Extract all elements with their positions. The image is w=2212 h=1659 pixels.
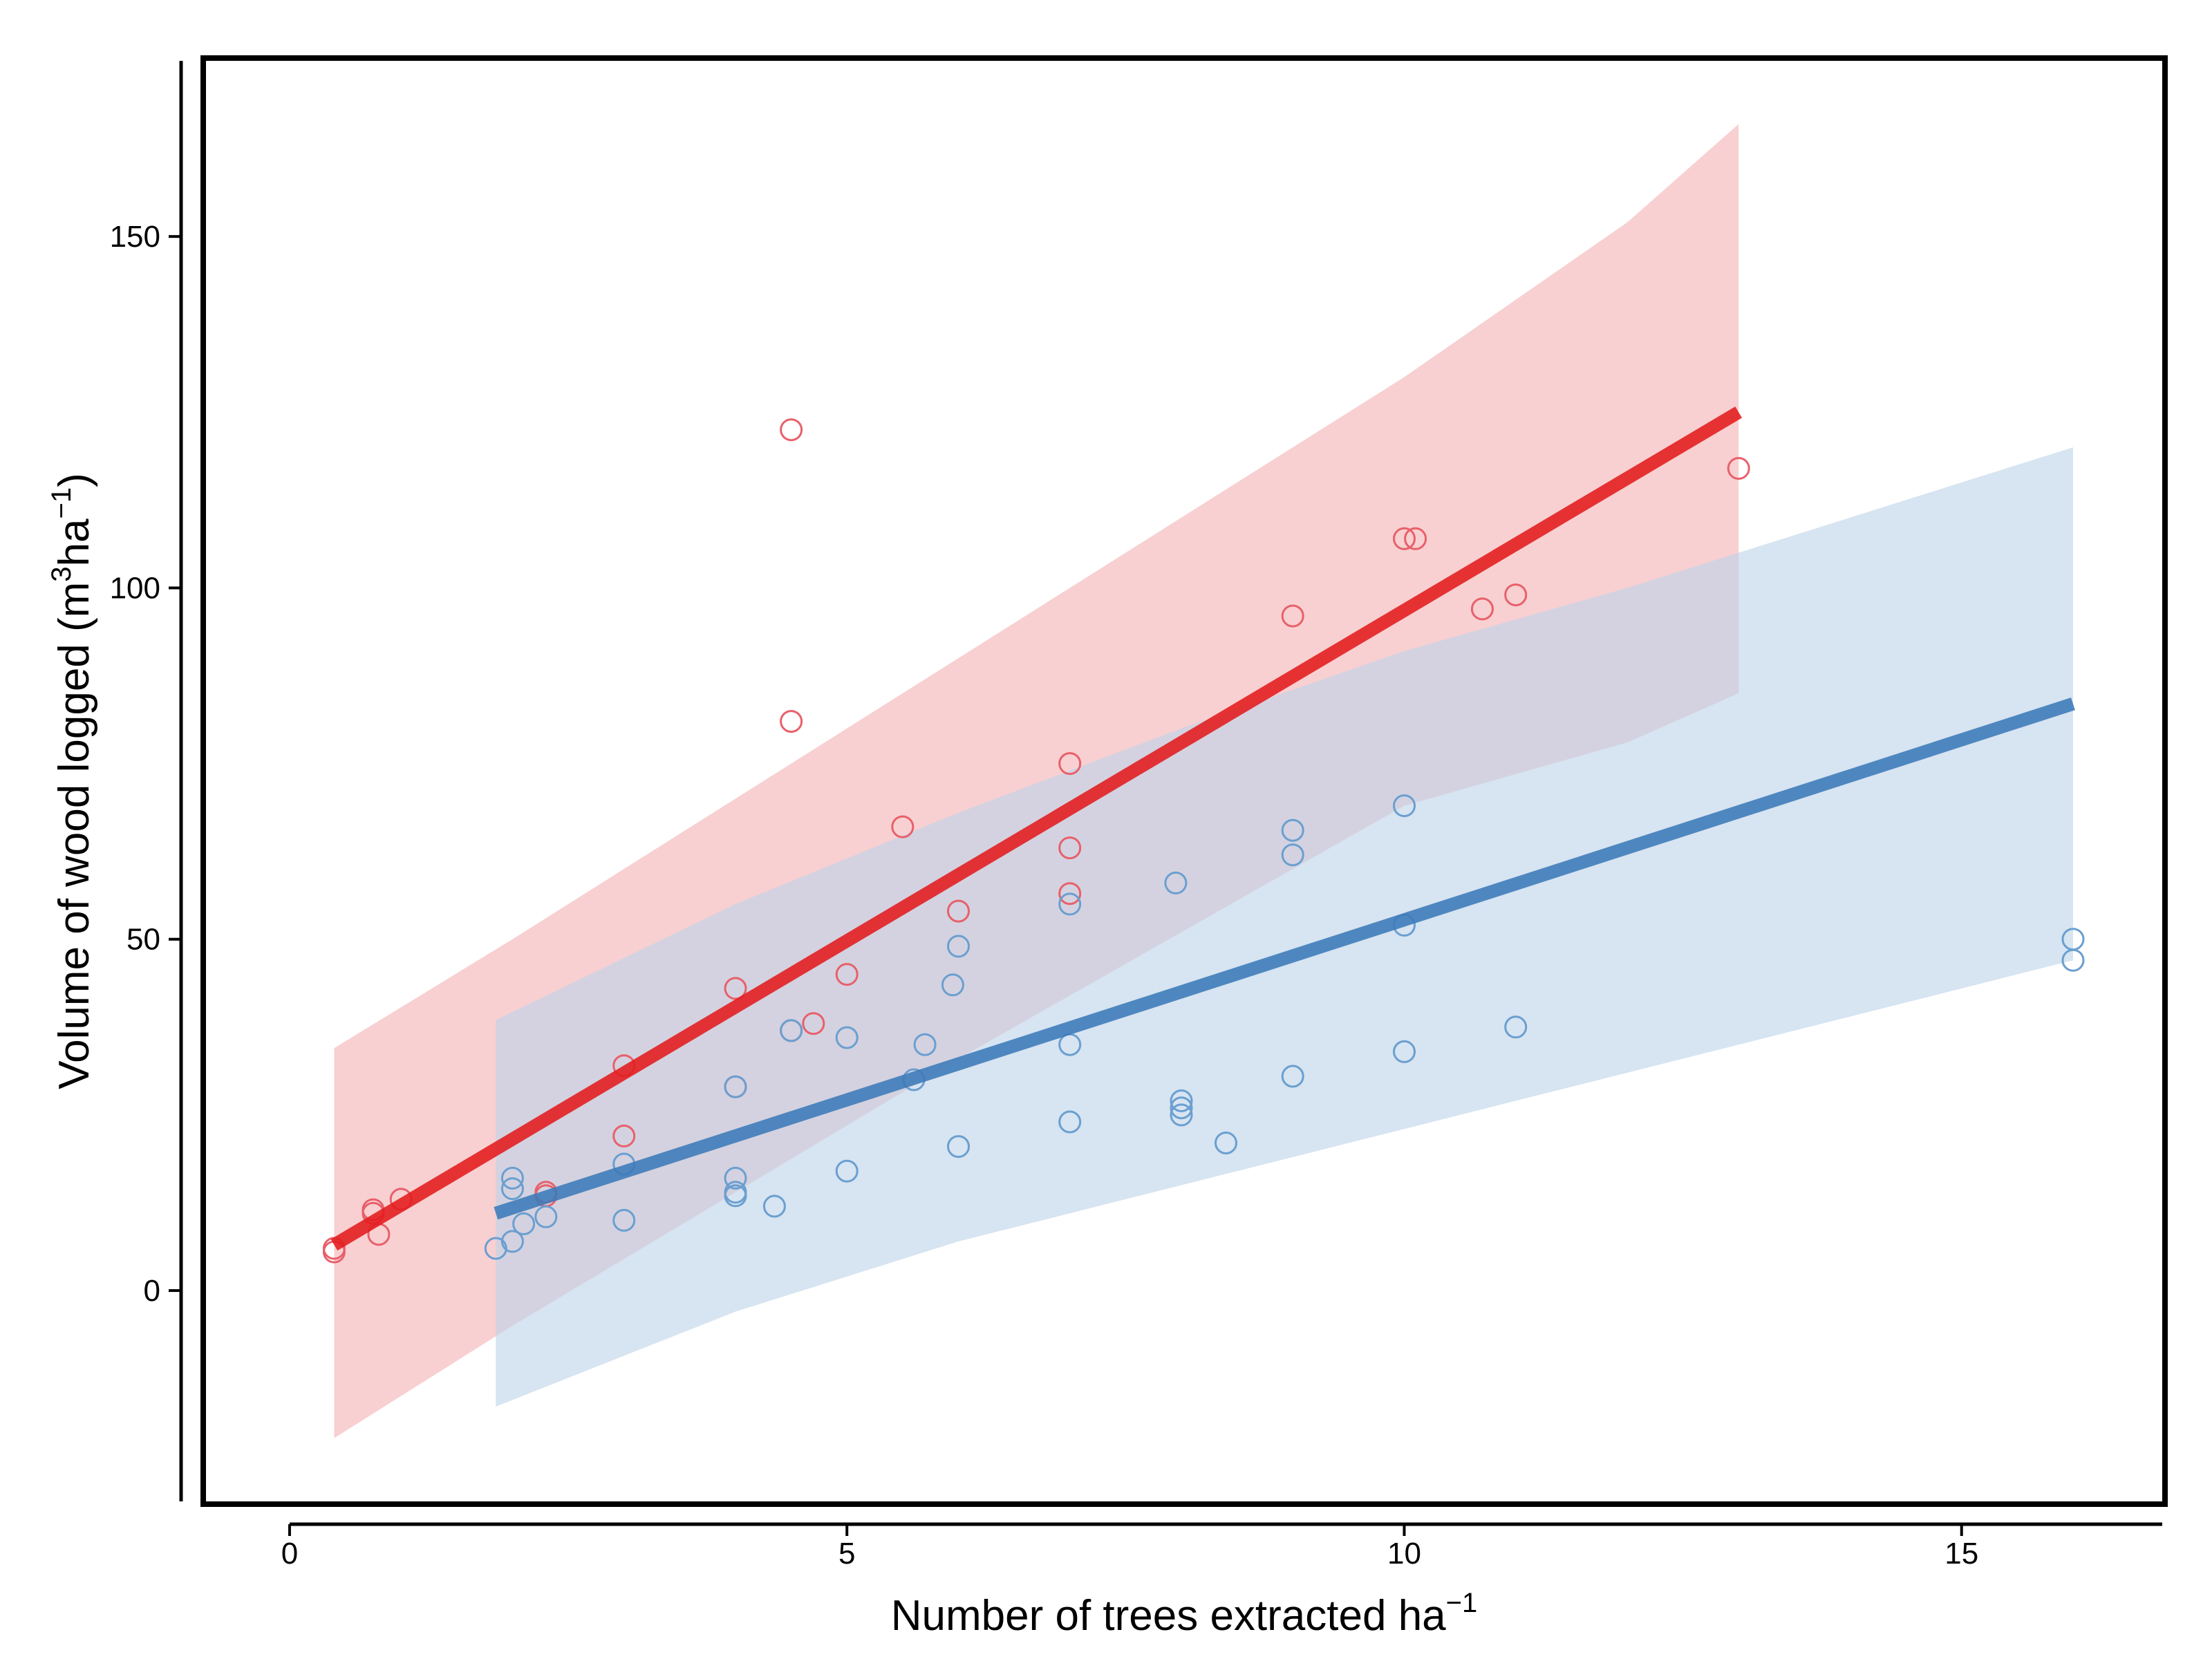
blue-data-point — [1164, 871, 1188, 894]
blue-data-point — [2061, 948, 2085, 972]
blue-data-point — [724, 1166, 747, 1190]
blue-data-point — [1058, 1110, 1082, 1134]
blue-data-point — [835, 1026, 859, 1049]
blue-data-point — [947, 1135, 970, 1159]
red-data-point — [780, 418, 803, 442]
red-data-point — [1393, 527, 1416, 550]
blue-data-point — [512, 1212, 536, 1235]
blue-data-point — [1393, 1040, 1416, 1063]
plot-frame — [200, 55, 2168, 1507]
blue-data-point — [941, 973, 964, 997]
fit-lines — [330, 406, 2075, 1251]
red-data-point — [1504, 583, 1528, 607]
x-tick-label: 10 — [1387, 1537, 1421, 1571]
blue-data-point — [1215, 1132, 1237, 1154]
blue-data-point — [835, 1159, 859, 1183]
blue-data-point — [1281, 1065, 1304, 1088]
red-data-point — [724, 977, 747, 1000]
red-data-point — [1058, 752, 1082, 776]
blue-data-point — [500, 1230, 524, 1253]
red-data-point — [1470, 597, 1494, 621]
y-tick-label: 50 — [126, 923, 160, 957]
red-data-point — [802, 1012, 825, 1035]
red-data-point — [1404, 527, 1427, 550]
x-tick-label: 0 — [281, 1537, 298, 1571]
blue-data-point — [1170, 1089, 1193, 1112]
blue-data-point — [534, 1205, 558, 1228]
red-data-point — [1058, 882, 1082, 906]
y-tick-label: 150 — [110, 220, 160, 254]
blue-data-point — [1281, 818, 1304, 842]
confidence-bands — [334, 124, 2073, 1438]
y-axis-label: Volume of wood logged (m3ha−1) — [46, 473, 98, 1089]
blue-data-point — [612, 1208, 636, 1232]
red-data-point — [780, 710, 803, 733]
blue-data-point — [780, 1019, 803, 1042]
blue-data-point — [724, 1184, 747, 1208]
blue-data-point — [947, 935, 970, 958]
blue-data-point — [724, 1075, 747, 1098]
y-axis: 0 50 100 150 — [110, 61, 183, 1501]
x-axis-label: Number of trees extracted ha−1 — [891, 1588, 1478, 1640]
blue-data-point — [500, 1177, 524, 1201]
red-data-point — [835, 963, 859, 986]
blue-data-point — [1170, 1103, 1193, 1127]
red-fit-line — [330, 406, 1743, 1251]
blue-confidence-band — [496, 447, 2073, 1407]
red-data-point — [612, 1124, 636, 1147]
red-data-point — [1058, 836, 1082, 860]
blue-data-point — [500, 1166, 524, 1190]
blue-data-point — [1281, 843, 1304, 867]
blue-data-point — [1058, 892, 1082, 916]
red-data-point — [1281, 604, 1304, 628]
blue-data-point — [913, 1033, 937, 1056]
blue-data-point — [762, 1194, 786, 1218]
blue-data-point — [1170, 1096, 1193, 1120]
blue-data-point — [1393, 794, 1416, 818]
y-tick-label: 100 — [110, 571, 160, 605]
x-axis: 0 5 10 15 — [281, 1522, 2162, 1571]
blue-data-point — [1504, 1015, 1528, 1039]
red-data-point — [1727, 457, 1750, 480]
blue-fit-line — [494, 697, 2075, 1220]
y-tick-label: 0 — [144, 1274, 160, 1308]
red-data-point — [891, 815, 915, 838]
x-tick-label: 15 — [1944, 1537, 1978, 1571]
x-tick-label: 5 — [838, 1537, 855, 1571]
red-data-point — [947, 899, 970, 923]
